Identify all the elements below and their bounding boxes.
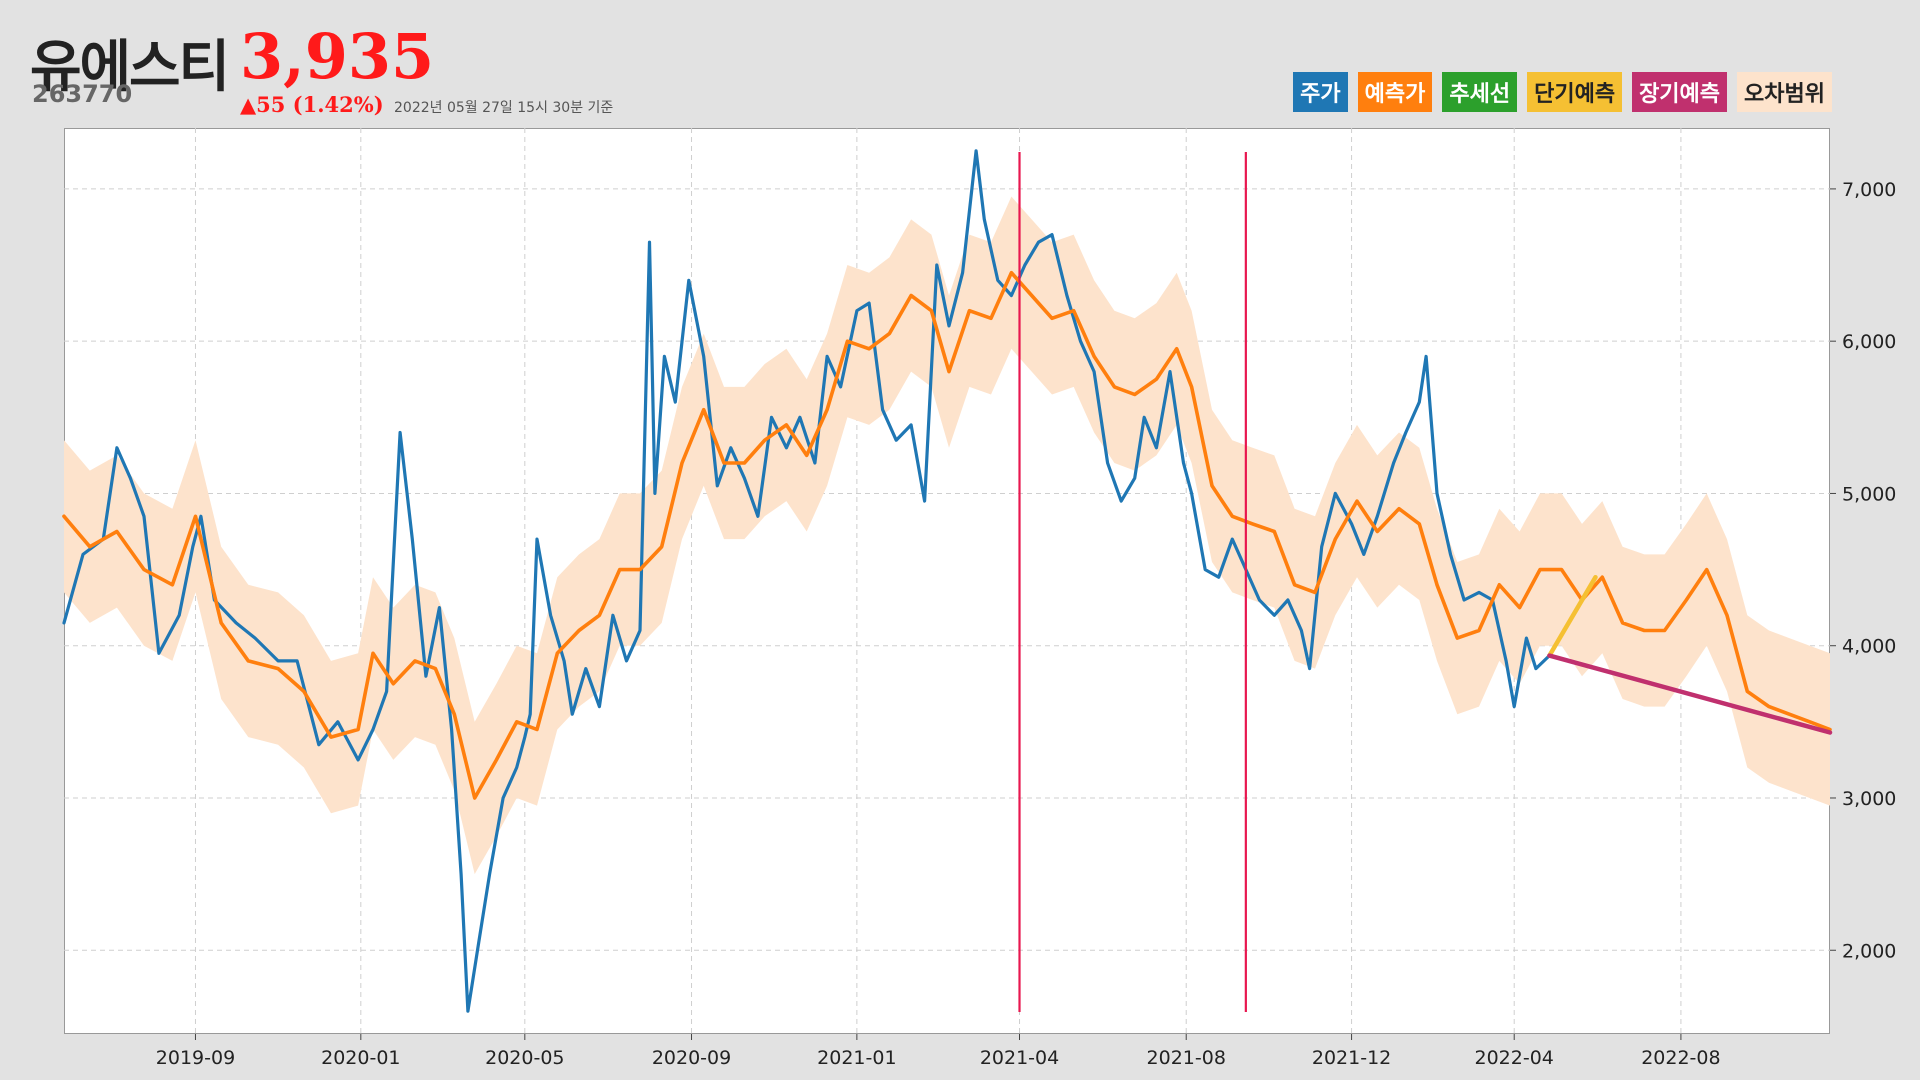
as-of-timestamp: 2022년 05월 27일 15시 30분 기준 (394, 100, 614, 116)
series-line-long-term (1547, 653, 1833, 735)
x-tick-label: 2022-04 (1475, 1047, 1554, 1069)
x-tick-label: 2019-09 (156, 1047, 235, 1069)
price-change: ▲55 (1.42%) (240, 92, 384, 117)
legend-price: 주가 (1293, 72, 1348, 112)
legend-predicted: 예측가 (1357, 72, 1433, 112)
legend-short-term: 단기예측 (1527, 72, 1623, 112)
y-tick-label: 6,000 (1842, 331, 1896, 353)
legend-trendline: 추세선 (1442, 72, 1518, 112)
x-tick-label: 2021-08 (1147, 1047, 1226, 1069)
x-tick-label: 2021-12 (1312, 1047, 1391, 1069)
current-price: 3,935 (240, 20, 435, 93)
x-tick-label: 2021-04 (980, 1047, 1059, 1069)
series-line-short-term (1547, 574, 1598, 658)
x-tick-label: 2020-01 (321, 1047, 400, 1069)
y-tick-label: 7,000 (1842, 179, 1896, 201)
y-tick-label: 5,000 (1842, 483, 1896, 505)
series-line-price (62, 149, 1552, 1013)
error-band (64, 196, 1830, 875)
chart-legend: 주가 예측가 추세선 단기예측 장기예측 오차범위 (1293, 72, 1832, 112)
x-tick-label: 2020-05 (485, 1047, 564, 1069)
stock-code: 263770 (32, 80, 133, 108)
stock-name: 유에스티 (30, 35, 230, 100)
x-tick-label: 2021-01 (817, 1047, 896, 1069)
y-tick-label: 4,000 (1842, 636, 1896, 658)
x-tick-label: 2022-08 (1641, 1047, 1720, 1069)
legend-long-term: 장기예측 (1632, 72, 1728, 112)
legend-error-range: 오차범위 (1737, 72, 1832, 112)
x-tick-label: 2020-09 (652, 1047, 731, 1069)
series-line-predicted (62, 270, 1832, 800)
y-tick-label: 2,000 (1842, 940, 1896, 962)
y-tick-label: 3,000 (1842, 788, 1896, 810)
